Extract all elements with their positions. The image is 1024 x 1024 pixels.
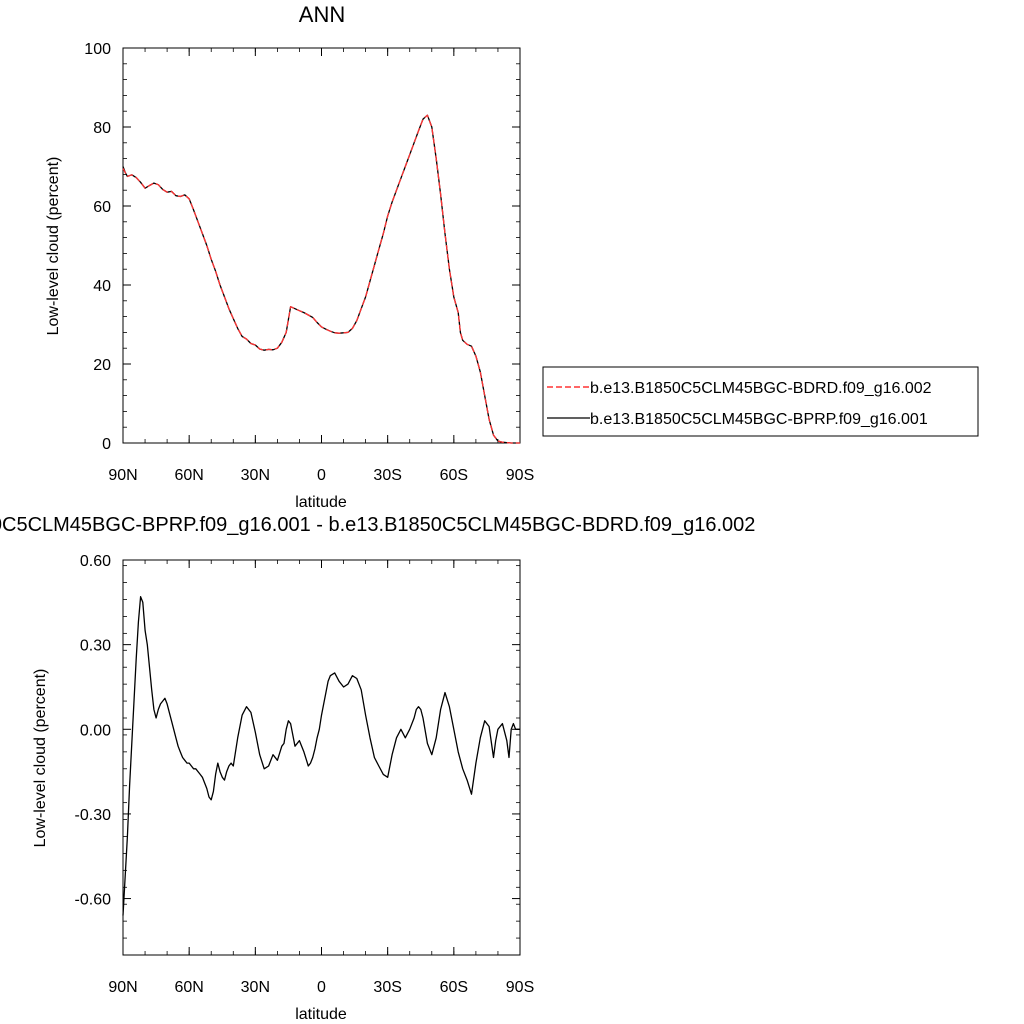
series-line-solid bbox=[122, 596, 520, 916]
legend-box bbox=[542, 366, 979, 437]
x-tick-label: 60S bbox=[440, 979, 468, 996]
panel-difference: b.e13.B1850C5CLM45BGC-BPRP.f09_g16.001 -… bbox=[0, 514, 755, 1023]
x-axis-ticks: 90N 60N 30N 0 30S 60S 90S bbox=[108, 560, 534, 996]
series-line-dashed bbox=[122, 114, 520, 444]
series-lines bbox=[122, 596, 520, 916]
x-axis-ticks: 90N 60N 30N 0 30S 60S 90S bbox=[108, 48, 534, 484]
x-tick-label: 30N bbox=[241, 979, 270, 996]
y-axis-ticks: 0 20 40 60 80 100 bbox=[84, 41, 520, 453]
series-line-solid bbox=[122, 114, 520, 444]
x-tick-label: 30S bbox=[373, 467, 401, 484]
y-tick-label: 0.30 bbox=[80, 638, 111, 655]
y-tick-label: 0.60 bbox=[80, 553, 111, 570]
y-axis-label: Low-level cloud (percent) bbox=[32, 669, 49, 848]
x-tick-label: 30N bbox=[241, 467, 270, 484]
chart-title: ANN bbox=[299, 2, 345, 27]
plot-frame bbox=[122, 47, 521, 444]
x-tick-label: 90S bbox=[506, 467, 534, 484]
y-tick-label: 60 bbox=[93, 199, 111, 216]
y-tick-label: 80 bbox=[93, 120, 111, 137]
x-tick-label: 60S bbox=[440, 467, 468, 484]
y-tick-label: 100 bbox=[84, 41, 111, 58]
x-tick-label: 90S bbox=[506, 979, 534, 996]
x-tick-label: 60N bbox=[174, 467, 203, 484]
x-tick-label: 60N bbox=[174, 979, 203, 996]
legend: b.e13.B1850C5CLM45BGC-BDRD.f09_g16.002 b… bbox=[542, 366, 979, 437]
legend-label: b.e13.B1850C5CLM45BGC-BDRD.f09_g16.002 bbox=[590, 380, 932, 397]
chart-title: b.e13.B1850C5CLM45BGC-BPRP.f09_g16.001 -… bbox=[0, 514, 755, 536]
x-axis-label: latitude bbox=[295, 1006, 347, 1023]
y-tick-label: 20 bbox=[93, 357, 111, 374]
y-tick-label: 0.00 bbox=[80, 722, 111, 739]
series-lines bbox=[122, 114, 520, 444]
x-tick-label: 30S bbox=[373, 979, 401, 996]
y-tick-label: -0.60 bbox=[75, 892, 112, 909]
y-axis-ticks: -0.60 -0.30 0.00 0.30 0.60 bbox=[75, 553, 520, 956]
y-tick-label: 40 bbox=[93, 278, 111, 295]
x-tick-label: 0 bbox=[317, 467, 326, 484]
x-tick-label: 0 bbox=[317, 979, 326, 996]
panel-annual-mean: ANN 0 20 40 60 80 100 90N 60N 30N 0 30S 60S 90S lat… bbox=[45, 2, 534, 511]
y-tick-label: -0.30 bbox=[75, 807, 112, 824]
legend-label: b.e13.B1850C5CLM45BGC-BPRP.f09_g16.001 bbox=[590, 411, 928, 428]
x-tick-label: 90N bbox=[108, 979, 137, 996]
y-tick-label: 0 bbox=[102, 436, 111, 453]
x-axis-label: latitude bbox=[295, 494, 347, 511]
y-axis-label: Low-level cloud (percent) bbox=[45, 157, 62, 336]
x-tick-label: 90N bbox=[108, 467, 137, 484]
